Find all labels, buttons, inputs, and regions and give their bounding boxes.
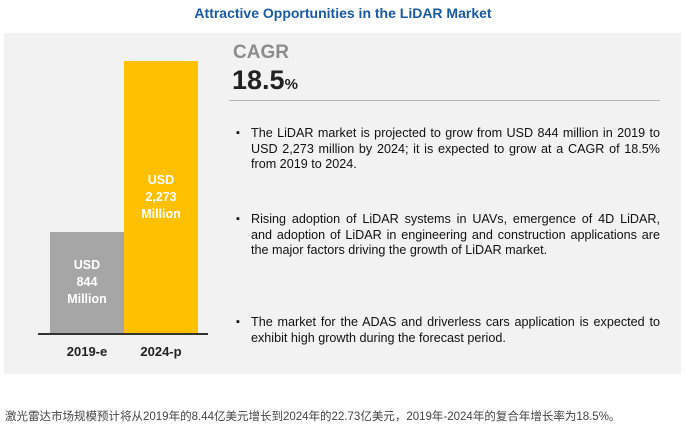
x-tick-label: 2019-e: [66, 344, 108, 359]
bullet-item: ▪ The market for the ADAS and driverless…: [236, 315, 660, 346]
bar-value-line: 844: [76, 275, 98, 289]
bullet-marker: ▪: [236, 316, 240, 328]
bar-2024-p: USD 2,273 Million: [124, 61, 198, 333]
cagr-number: 18.5: [232, 65, 285, 95]
bar-value-line: Million: [67, 292, 107, 306]
bar-value-label: USD 844 Million: [67, 257, 107, 308]
bullet-text: The LiDAR market is projected to grow fr…: [251, 126, 660, 172]
bullet-text: Rising adoption of LiDAR systems in UAVs…: [251, 212, 660, 258]
bullet-item: ▪ Rising adoption of LiDAR systems in UA…: [236, 212, 660, 259]
bullet-marker: ▪: [236, 213, 240, 225]
cagr-label: CAGR: [233, 42, 289, 63]
bar-value-line: USD: [147, 172, 175, 187]
caption-text: 激光雷达市场规模预计将从2019年的8.44亿美元增长到2024年的22.73亿…: [5, 411, 621, 423]
bullet-marker: ▪: [236, 127, 240, 139]
bullet-item: ▪ The LiDAR market is projected to grow …: [236, 126, 660, 173]
bar-value-label: USD 2,273 Million: [141, 172, 181, 223]
bar-value-line: 2,273: [145, 189, 177, 204]
x-tick-label: 2024-p: [140, 344, 182, 359]
chart-baseline: [38, 333, 208, 335]
bar-value-line: Million: [141, 206, 181, 221]
cagr-divider: [229, 100, 660, 101]
cagr-value: 18.5%: [232, 65, 298, 96]
bullet-text: The market for the ADAS and driverless c…: [251, 315, 660, 345]
bar-value-line: USD: [73, 258, 101, 272]
chart-title: Attractive Opportunities in the LiDAR Ma…: [194, 5, 492, 21]
bar-2019-e: USD 844 Million: [50, 232, 124, 333]
cagr-unit: %: [284, 76, 298, 93]
